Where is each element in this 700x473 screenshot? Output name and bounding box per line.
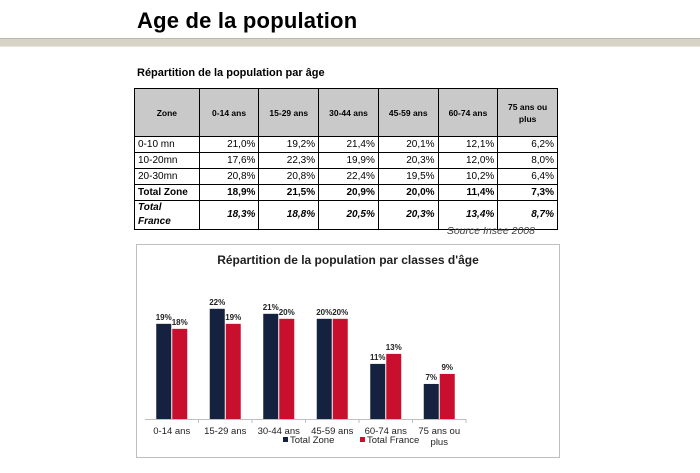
bar-total-zone: [423, 383, 439, 419]
data-label: 21%: [263, 303, 279, 312]
bar-total-zone: [370, 363, 386, 419]
category-label: 45-59 ans: [311, 426, 354, 437]
data-label: 22%: [209, 298, 225, 307]
zone-cell: 0-10 mn: [134, 136, 200, 153]
bar-total-france: [332, 318, 348, 419]
category-label: plus: [431, 437, 449, 448]
column-header: 45-59 ans: [377, 88, 439, 137]
total-zone-row: Total Zone 18,9% 21,5% 20,9% 20,0% 11,4%…: [134, 184, 558, 201]
column-header: Zone: [134, 88, 200, 137]
value-cell: 21,0%: [198, 136, 260, 153]
data-label: 20%: [279, 308, 295, 317]
bar-total-zone: [209, 308, 225, 419]
bar-total-zone: [156, 323, 172, 419]
bar-total-zone: [316, 318, 332, 419]
column-header: 60-74 ans: [437, 88, 499, 137]
value-cell: 22,3%: [258, 152, 320, 169]
value-cell: 20,5%: [318, 200, 379, 230]
legend-label: Total France: [367, 435, 419, 446]
table-header-row: Zone 0-14 ans 15-29 ans 30-44 ans 45-59 …: [134, 88, 558, 137]
data-label: 7%: [425, 373, 437, 382]
value-cell: 20,9%: [318, 184, 379, 201]
value-cell: 21,5%: [258, 184, 320, 201]
legend-swatch: [283, 437, 288, 442]
table-title: Répartition de la population par âge: [137, 67, 325, 79]
data-label: 11%: [370, 353, 386, 362]
source-note: Source Insee 2008: [446, 225, 535, 237]
category-label: 60-74 ans: [365, 426, 408, 437]
value-cell: 11,4%: [437, 184, 499, 201]
value-cell: 20,0%: [377, 184, 439, 201]
zone-cell: Total France: [134, 200, 200, 230]
value-cell: 6,4%: [497, 168, 558, 185]
title-divider: [0, 38, 700, 47]
value-cell: 17,6%: [198, 152, 260, 169]
value-cell: 20,1%: [377, 136, 439, 153]
table-row: 10-20mn 17,6% 22,3% 19,9% 20,3% 12,0% 8,…: [134, 152, 558, 169]
legend-swatch: [360, 437, 365, 442]
age-class-chart: Répartition de la population par classes…: [136, 244, 560, 458]
bar-total-france: [172, 328, 188, 419]
value-cell: 8,7%: [497, 200, 558, 230]
value-cell: 18,3%: [198, 200, 260, 230]
value-cell: 18,9%: [198, 184, 260, 201]
column-header: 15-29 ans: [258, 88, 320, 137]
bar-total-zone: [263, 313, 279, 419]
data-label: 13%: [386, 343, 402, 352]
value-cell: 19,9%: [318, 152, 379, 169]
value-cell: 10,2%: [437, 168, 499, 185]
value-cell: 20,3%: [377, 152, 439, 169]
zone-cell: 20-30mn: [134, 168, 200, 185]
bar-total-france: [439, 373, 455, 419]
zone-cell: 10-20mn: [134, 152, 200, 169]
table-row: 0-10 mn 21,0% 19,2% 21,4% 20,1% 12,1% 6,…: [134, 136, 558, 153]
table-row: 20-30mn 20,8% 20,8% 22,4% 19,5% 10,2% 6,…: [134, 168, 558, 185]
data-label: 18%: [172, 318, 188, 327]
value-cell: 20,8%: [198, 168, 260, 185]
data-label: 20%: [316, 308, 332, 317]
chart-title: Répartition de la population par classes…: [217, 253, 479, 267]
value-cell: 18,8%: [258, 200, 320, 230]
value-cell: 12,1%: [437, 136, 499, 153]
category-label: 15-29 ans: [204, 426, 247, 437]
total-france-row: Total France 18,3% 18,8% 20,5% 20,3% 13,…: [134, 200, 558, 230]
value-cell: 13,4%: [437, 200, 499, 230]
column-header: 0-14 ans: [198, 88, 260, 137]
bar-total-france: [225, 323, 241, 419]
value-cell: 19,2%: [258, 136, 320, 153]
category-label: 0-14 ans: [153, 426, 190, 437]
value-cell: 21,4%: [318, 136, 379, 153]
data-label: 19%: [225, 313, 241, 322]
data-label: 9%: [441, 363, 453, 372]
data-label: 19%: [156, 313, 172, 322]
age-distribution-table: Zone 0-14 ans 15-29 ans 30-44 ans 45-59 …: [134, 88, 558, 230]
value-cell: 20,3%: [377, 200, 439, 230]
value-cell: 7,3%: [497, 184, 558, 201]
category-label: 75 ans ou: [418, 426, 460, 437]
bar-total-france: [386, 353, 402, 419]
data-label: 20%: [332, 308, 348, 317]
bar-total-france: [279, 318, 295, 419]
value-cell: 20,8%: [258, 168, 320, 185]
value-cell: 8,0%: [497, 152, 558, 169]
value-cell: 19,5%: [377, 168, 439, 185]
value-cell: 12,0%: [437, 152, 499, 169]
value-cell: 22,4%: [318, 168, 379, 185]
page-title: Age de la population: [137, 8, 358, 33]
column-header: 30-44 ans: [318, 88, 379, 137]
column-header: 75 ans ou plus: [497, 88, 558, 137]
zone-cell: Total Zone: [134, 184, 200, 201]
legend-label: Total Zone: [290, 435, 334, 446]
value-cell: 6,2%: [497, 136, 558, 153]
category-label: 30-44 ans: [258, 426, 301, 437]
